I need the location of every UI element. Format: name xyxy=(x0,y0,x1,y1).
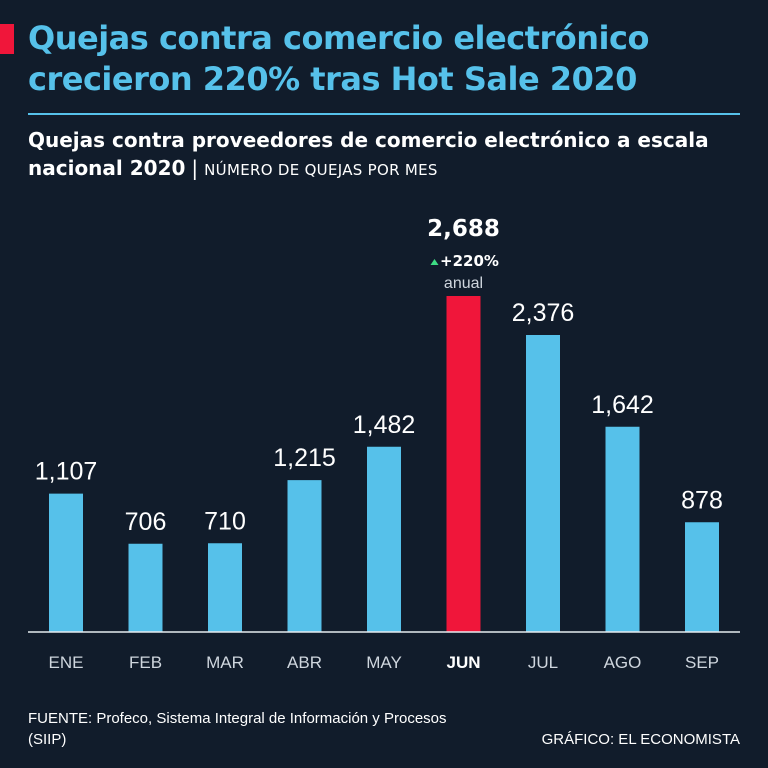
chart-subtitle: Quejas contra proveedores de comercio el… xyxy=(28,126,748,184)
increase-arrow-icon xyxy=(430,259,439,265)
subtitle-separator: | xyxy=(191,156,199,180)
headline-accent-bar xyxy=(0,24,14,54)
value-labels-group: 1,107 706 710 1,215 1,482 2,688 2,376 1,642 878 xyxy=(35,216,723,536)
value-label-abr: 1,215 xyxy=(273,444,336,472)
x-tick-feb: FEB xyxy=(129,653,162,672)
x-tick-may: MAY xyxy=(366,653,402,672)
value-label-sep: 878 xyxy=(681,486,723,514)
x-tick-sep: SEP xyxy=(685,653,719,672)
highlight-annotation: +220% anual xyxy=(430,252,499,292)
headline: Quejas contra comercio electrónico creci… xyxy=(28,19,649,98)
bar-jul xyxy=(526,335,560,632)
x-tick-ene: ENE xyxy=(49,653,84,672)
headline-divider xyxy=(28,113,740,115)
units-label: NÚMERO DE QUEJAS POR MES xyxy=(204,161,438,179)
x-tick-abr: ABR xyxy=(287,653,322,672)
value-label-ago: 1,642 xyxy=(591,391,654,419)
change-period-label: anual xyxy=(444,275,483,292)
bar-abr xyxy=(287,480,322,632)
value-label-feb: 706 xyxy=(125,508,167,536)
bar-jun xyxy=(446,296,481,632)
x-tick-jun: JUN xyxy=(446,653,480,672)
x-tick-ago: AGO xyxy=(604,653,642,672)
change-label: +220% xyxy=(440,252,499,270)
value-label-jul: 2,376 xyxy=(512,299,575,327)
value-label-mar: 710 xyxy=(204,507,246,535)
bars-group xyxy=(49,296,719,632)
x-tick-mar: MAR xyxy=(206,653,244,672)
value-label-ene: 1,107 xyxy=(35,458,98,486)
bar-sep xyxy=(685,522,719,632)
bar-mar xyxy=(208,543,242,632)
value-label-may: 1,482 xyxy=(353,411,416,439)
value-label-jun: 2,688 xyxy=(427,216,500,242)
x-tick-jul: JUL xyxy=(528,653,558,672)
bar-ago xyxy=(605,426,640,632)
graphic-credit: GRÁFICO: EL ECONOMISTA xyxy=(541,731,740,748)
bar-feb xyxy=(128,543,163,632)
x-tick-labels-group: ENE FEB MAR ABR MAY JUN JUL AGO SEP xyxy=(49,653,720,672)
bar-ene xyxy=(49,493,83,632)
bar-may xyxy=(367,446,401,632)
subtitle-text: Quejas contra proveedores de comercio el… xyxy=(28,128,709,180)
source-note: FUENTE: Profeco, Sistema Integral de Inf… xyxy=(28,710,447,748)
